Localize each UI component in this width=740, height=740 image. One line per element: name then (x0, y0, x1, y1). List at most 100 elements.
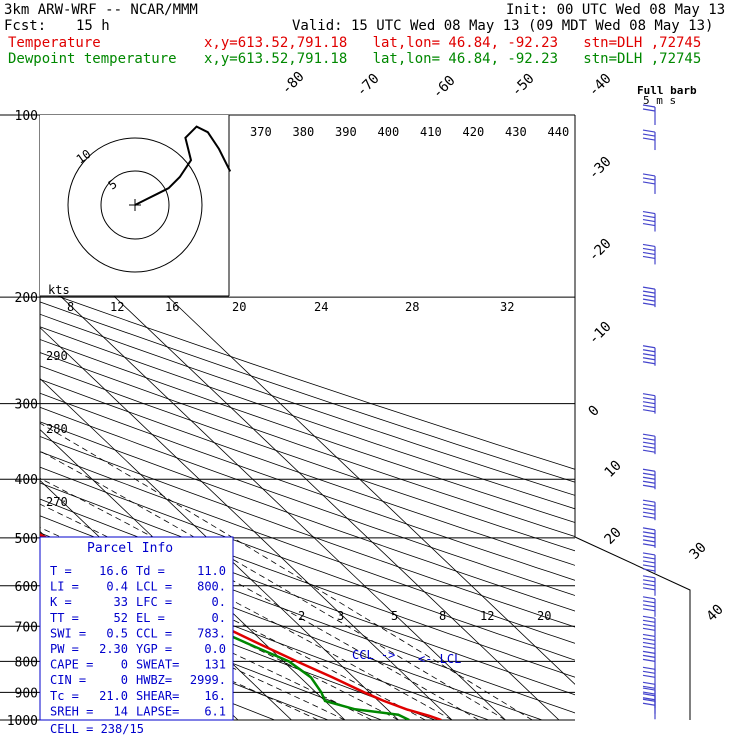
wind-barb-flag (642, 627, 656, 631)
parcel-box-frame (39, 536, 234, 721)
parcel-row-label: LCL = (136, 580, 172, 594)
mixing-ratio-label: 24 (314, 300, 328, 314)
pressure-tick-label: 700 (15, 620, 38, 635)
forecast-hour: 15 h (76, 18, 110, 34)
dry-adiabat (40, 352, 575, 537)
dry-adiabat (40, 586, 382, 720)
wind-barb-flag (642, 604, 656, 608)
wind-barb-flag (642, 210, 656, 215)
wind-barb-flag (642, 302, 656, 306)
wind-barb-flag (642, 511, 656, 515)
wind-barb-flag (642, 568, 656, 572)
parcel-row-label: TT = (50, 611, 79, 625)
mixing-ratio-label: 3 (337, 609, 344, 623)
wind-barb-flag (642, 137, 656, 141)
parcel-row-label: LFC = (136, 595, 172, 609)
parcel-row-label: SHEAR= (136, 689, 179, 703)
hodograph-ring-5 (100, 170, 170, 240)
wind-barb-flag (642, 608, 656, 612)
parcel-row-label: SWI = (50, 626, 86, 640)
isotherm-label: 40 (704, 602, 727, 625)
pressure-tick-label: 300 (15, 398, 38, 413)
mixing-ratio-label: 20 (537, 609, 551, 623)
theta-label: 370 (250, 125, 272, 139)
wind-barb-flag (642, 697, 656, 701)
pressure-tick-label: 600 (15, 580, 38, 595)
wind-barb-flag (642, 345, 656, 349)
dry-adiabat (40, 451, 575, 644)
pressure-tick-label: 800 (15, 655, 38, 670)
wind-barb-flag (642, 552, 656, 556)
parcel-title: Parcel Info (87, 541, 173, 556)
parcel-row-value: 0 (121, 658, 128, 672)
wind-barb-flag (642, 560, 656, 564)
wind-barb-flag (642, 637, 656, 642)
wind-barb-flag (642, 535, 656, 539)
parcel-row-label: K = (50, 595, 72, 609)
wind-barb-flag (642, 499, 656, 503)
theta-label: 390 (335, 125, 357, 139)
parcel-row-value: 0 (121, 673, 128, 687)
wind-barb-flag (642, 433, 656, 437)
moist-adiabat (40, 422, 533, 720)
mixing-ratio-label: 8 (439, 609, 446, 623)
parcel-row-label: CIN = (50, 673, 86, 687)
wind-barb-flag (642, 615, 656, 619)
wind-barb-flag (642, 650, 656, 654)
parcel-row-value: 0. (212, 611, 226, 625)
isotherm-line (40, 428, 346, 720)
wind-barb-flag (642, 583, 656, 587)
wind-barb-flag (642, 298, 656, 302)
wind-barb-flag (642, 543, 656, 547)
wind-barb-flag (642, 670, 656, 674)
full-barb-units: 5 m s (643, 94, 676, 107)
legend-dewpoint: Dewpoint temperature (8, 51, 177, 67)
isotherm-label: 20 (602, 525, 625, 548)
wind-barb-flag (642, 503, 656, 507)
theta-label: 400 (378, 125, 400, 139)
mixing-ratio-label: 28 (405, 300, 419, 314)
valid-time: Valid: 15 UTC Wed 08 May 13 (09 MDT Wed … (292, 18, 714, 34)
wind-barb-flag (642, 645, 656, 650)
wind-barb-flag (642, 531, 656, 535)
wind-barb-flag (642, 449, 656, 453)
moist-adiabat (40, 566, 372, 720)
theta-label: 290 (46, 349, 68, 363)
dry-adiabat (40, 466, 575, 661)
ccl-annotation: CCL -> (352, 648, 395, 662)
isotherm-label: -50 (509, 71, 538, 100)
wind-barb-flag (642, 507, 656, 511)
wind-barb-flag (642, 218, 656, 223)
parcel-row-value: 16. (204, 689, 226, 703)
model-title: 3km ARW-WRF -- NCAR/MMM (4, 2, 198, 18)
parcel-row-label: YGP = (136, 642, 172, 656)
wind-barb-flag (642, 476, 656, 480)
pressure-tick-label: 1000 (7, 714, 38, 729)
pressure-tick-label: 900 (15, 686, 38, 701)
dry-adiabat (40, 406, 575, 596)
wind-barb-flag (642, 108, 656, 112)
wind-barb-flag (642, 468, 656, 472)
parcel-row-value: 21.0 (99, 689, 128, 703)
wind-barb-flag (642, 177, 656, 181)
right-border-chamfer (574, 536, 691, 720)
dry-adiabat (40, 436, 575, 628)
wind-barb-flag (642, 294, 656, 298)
wind-barb-flag (642, 587, 656, 591)
parcel-row-label: Tc = (50, 689, 79, 703)
wind-barb-flag (642, 693, 656, 697)
hodograph-ring-10 (67, 137, 203, 273)
pressure-tick-label: 100 (15, 109, 38, 124)
wind-barb-flag (642, 393, 656, 397)
wind-barb-flag (642, 357, 656, 361)
parcel-row-value: 0.0 (204, 642, 226, 656)
theta-label: 430 (505, 125, 527, 139)
parcel-row-label: CAPE = (50, 658, 93, 672)
wind-barb-flag (642, 251, 656, 256)
init-time: Init: 00 UTC Wed 08 May 13 (506, 2, 726, 18)
parcel-row-label: T = (50, 564, 72, 578)
parcel-row-value: 14 (114, 704, 128, 718)
wind-barb-flag (642, 691, 656, 695)
wind-barbs (642, 104, 656, 720)
